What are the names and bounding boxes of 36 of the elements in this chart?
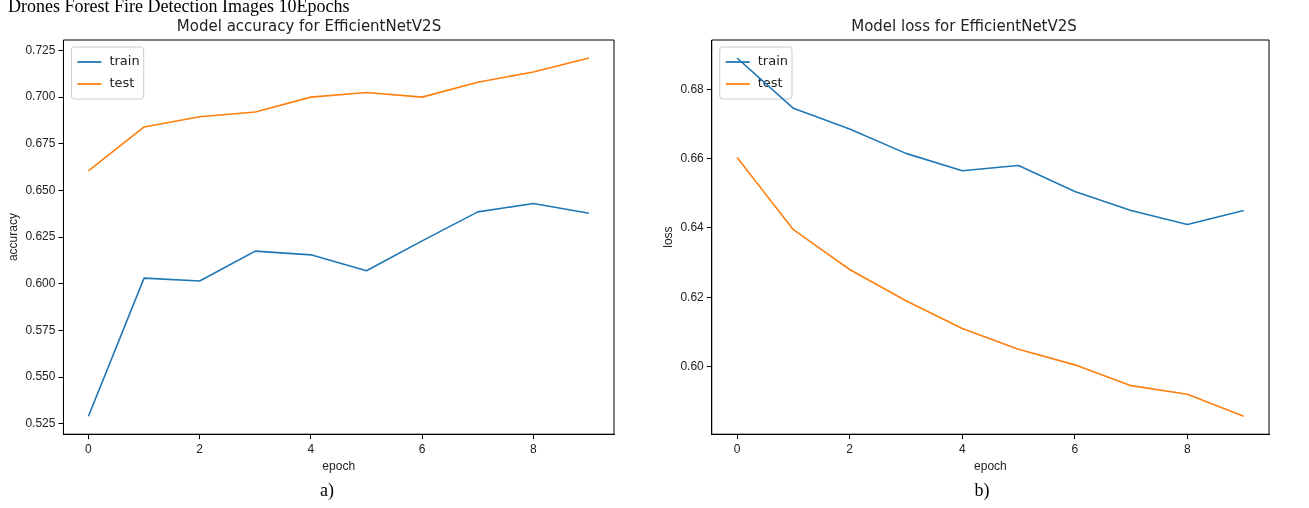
y-tick-label: 0.60 (680, 358, 705, 373)
y-tick-label: 0.64 (680, 220, 705, 235)
y-axis-title: accuracy (5, 213, 20, 262)
y-tick-label: 0.68 (680, 81, 705, 96)
y-tick-label: 0.62 (680, 289, 705, 304)
y-tick-label: 0.650 (25, 182, 56, 197)
x-tick-label: 4 (307, 441, 315, 456)
x-tick-label: 6 (1071, 441, 1079, 456)
x-tick-label: 2 (196, 441, 204, 456)
x-tick-label: 8 (1184, 441, 1192, 456)
chart-title: Model accuracy for EfficientNetV2S (176, 16, 442, 35)
text: Drones Forest Fire Detection Images 10Epochs (8, 0, 350, 17)
legend-label: train (109, 53, 140, 69)
x-tick-label: 2 (846, 441, 854, 456)
y-tick-label: 0.550 (25, 369, 56, 384)
y-axis-title: loss (660, 226, 675, 248)
legend-label: train (757, 53, 789, 69)
x-tick-label: 6 (418, 441, 426, 456)
text: a) (319, 480, 335, 501)
y-tick-label: 0.525 (25, 416, 56, 431)
x-axis-title: epoch (322, 459, 356, 474)
y-tick-label: 0.575 (25, 322, 56, 337)
x-tick-label: 8 (530, 441, 538, 456)
text: b) (973, 480, 991, 501)
legend-label: test (109, 75, 135, 91)
y-tick-label: 0.625 (25, 229, 56, 244)
y-tick-label: 0.725 (25, 42, 56, 57)
y-tick-label: 0.675 (25, 136, 56, 151)
x-axis-title: epoch (974, 459, 1007, 474)
y-tick-label: 0.700 (25, 89, 56, 104)
x-tick-label: 0 (85, 441, 93, 456)
x-tick-label: 4 (958, 441, 966, 456)
chart-title: Model loss for EfficientNetV2S (851, 16, 1077, 35)
y-tick-label: 0.66 (680, 150, 705, 165)
y-tick-label: 0.600 (25, 276, 56, 291)
x-tick-label: 0 (733, 441, 741, 456)
